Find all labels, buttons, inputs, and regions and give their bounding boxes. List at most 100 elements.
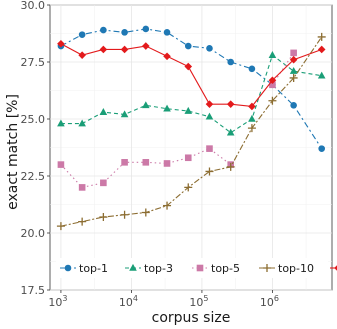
legend: top-1 top-3 top-5 top-10 adaptive: [56, 258, 337, 278]
x-tick-label: 104: [119, 294, 138, 309]
data-point-adaptive: [184, 62, 193, 71]
x-axis: 103 104 105 106: [48, 290, 279, 309]
y-tick-label: 27.5: [21, 56, 46, 69]
data-point-top-5: [163, 160, 171, 167]
data-point-top-1: [142, 25, 150, 33]
series-top-5: [57, 49, 297, 191]
x-tick-base: 10: [119, 296, 133, 309]
series-top-10: [56, 32, 326, 231]
data-point-top-1: [163, 29, 171, 36]
data-point-adaptive: [57, 39, 65, 48]
data-point-top-1: [318, 145, 325, 152]
data-point-top-5: [206, 145, 213, 152]
data-point-top-1: [290, 102, 297, 109]
data-point-top-10: [226, 162, 235, 171]
data-point-top-3: [184, 106, 193, 114]
legend-swatch-marker: [129, 263, 137, 271]
data-point-top-5: [57, 161, 65, 168]
legend-label: top-10: [278, 262, 314, 275]
data-point-top-5: [121, 159, 128, 166]
x-axis-title: corpus size: [152, 310, 231, 326]
x-tick-exponent: 5: [203, 294, 208, 303]
y-tick-label: 22.5: [21, 170, 46, 183]
y-tick-label: 17.5: [21, 284, 46, 297]
series-top-3: [57, 51, 326, 136]
legend-item-top-1: top-1: [60, 262, 108, 275]
legend-swatch-marker: [263, 264, 271, 272]
data-point-top-1: [227, 58, 235, 66]
data-point-adaptive: [99, 45, 108, 54]
y-axis: 17.5 20.0 22.5 25.0 27.5 30.0: [21, 0, 50, 297]
data-point-top-10: [184, 183, 193, 192]
data-point-top-5: [78, 184, 86, 191]
legend-swatch-marker: [64, 264, 72, 272]
x-tick-label: 103: [48, 294, 67, 309]
data-point-top-10: [99, 213, 108, 222]
data-point-top-5: [100, 179, 107, 187]
x-tick-label: 105: [189, 294, 208, 309]
data-point-top-10: [268, 96, 277, 105]
data-point-top-3: [248, 114, 256, 122]
x-tick-base: 10: [48, 296, 62, 309]
legend-item-adaptive: adaptive: [330, 265, 337, 271]
data-point-top-1: [78, 31, 86, 38]
data-point-top-10: [247, 124, 256, 133]
series-layer: [56, 25, 326, 231]
data-point-adaptive: [268, 76, 277, 85]
data-point-top-10: [205, 167, 214, 176]
data-point-top-10: [141, 208, 150, 217]
data-point-top-3: [317, 71, 326, 79]
legend-label: top-5: [211, 262, 240, 275]
y-axis-title: exact match [%]: [5, 94, 21, 210]
data-point-top-3: [163, 104, 171, 112]
legend-item-top-5: top-5: [192, 262, 240, 275]
legend-item-top-10: top-10: [259, 262, 314, 275]
legend-label: top-1: [79, 262, 108, 275]
data-point-top-1: [206, 45, 213, 52]
x-tick-exponent: 3: [62, 294, 67, 303]
data-point-adaptive: [163, 52, 171, 61]
data-point-top-5: [290, 49, 297, 57]
data-point-top-3: [289, 67, 298, 74]
y-tick-label: 25.0: [21, 113, 46, 126]
legend-swatch-marker: [196, 264, 204, 272]
y-tick-label: 30.0: [21, 0, 46, 12]
data-point-top-10: [289, 73, 298, 82]
data-point-top-3: [142, 101, 150, 109]
data-point-adaptive: [317, 45, 326, 54]
data-point-top-3: [268, 51, 277, 58]
data-point-top-3: [78, 119, 86, 127]
data-point-top-10: [78, 217, 87, 226]
data-point-adaptive: [289, 55, 298, 64]
data-point-top-3: [205, 112, 214, 120]
data-point-adaptive: [248, 102, 256, 111]
legend-swatch-marker: [334, 265, 337, 271]
data-point-top-1: [184, 42, 192, 50]
data-point-top-5: [184, 154, 192, 162]
data-point-top-3: [226, 128, 235, 136]
x-tick-label: 106: [260, 294, 279, 309]
data-point-adaptive: [205, 100, 214, 108]
legend-item-top-3: top-3: [125, 262, 173, 275]
data-point-top-3: [57, 119, 65, 127]
x-tick-exponent: 4: [133, 294, 138, 303]
data-point-top-3: [99, 108, 108, 115]
data-point-top-5: [269, 81, 276, 89]
data-point-top-10: [120, 210, 129, 219]
data-point-top-10: [317, 32, 326, 41]
series-adaptive: [57, 39, 326, 111]
data-point-adaptive: [142, 42, 150, 50]
data-point-top-5: [142, 159, 150, 166]
data-point-adaptive: [120, 45, 129, 54]
data-point-adaptive: [78, 51, 86, 59]
data-point-top-3: [120, 110, 129, 118]
data-point-top-1: [121, 29, 128, 36]
y-tick-label: 20.0: [21, 227, 46, 240]
x-tick-base: 10: [260, 296, 274, 309]
data-point-top-10: [163, 201, 172, 210]
data-point-top-10: [56, 222, 65, 231]
x-tick-exponent: 6: [274, 294, 279, 303]
data-point-top-1: [100, 26, 107, 34]
data-point-adaptive: [226, 100, 235, 108]
